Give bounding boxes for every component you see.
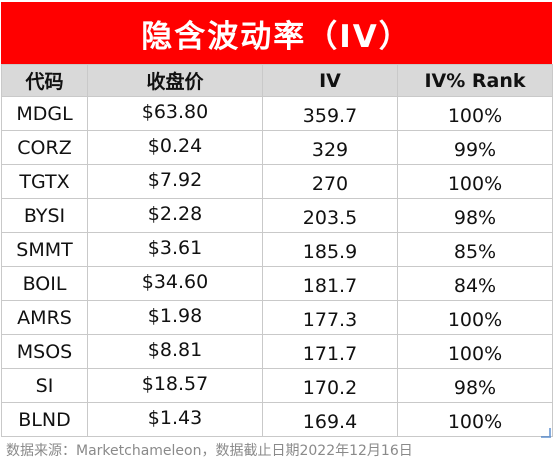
table-row: BOIL $34.60 181.7 84% [1, 266, 553, 301]
cell-iv-rank[interactable]: 85% [397, 232, 553, 267]
cell-close-price[interactable]: $3.61 [87, 232, 263, 267]
cell-iv-rank[interactable]: 100% [397, 164, 553, 199]
table-row: BLND $1.43 169.4 100% [1, 402, 553, 437]
cell-iv[interactable]: 329 [262, 130, 398, 165]
table-row: CORZ $0.24 329 99% [1, 130, 553, 165]
cell-ticker[interactable]: TGTX [1, 164, 88, 199]
cell-ticker[interactable]: BLND [1, 402, 88, 437]
table-row: BYSI $2.28 203.5 98% [1, 198, 553, 233]
cell-iv-rank[interactable]: 98% [397, 368, 553, 403]
cell-iv[interactable]: 185.9 [262, 232, 398, 267]
cell-iv[interactable]: 181.7 [262, 266, 398, 301]
table-row: SI $18.57 170.2 98% [1, 368, 553, 403]
cell-iv[interactable]: 171.7 [262, 334, 398, 369]
header-close-price[interactable]: 收盘价 [87, 64, 263, 97]
cell-close-price[interactable]: $34.60 [87, 266, 263, 301]
header-row: 代码 收盘价 IV IV% Rank [1, 64, 553, 97]
cell-iv[interactable]: 170.2 [262, 368, 398, 403]
cell-close-price[interactable]: $63.80 [87, 96, 263, 131]
cell-close-price[interactable]: $1.98 [87, 300, 263, 335]
header-ticker[interactable]: 代码 [1, 64, 88, 97]
cell-ticker[interactable]: BYSI [1, 198, 88, 233]
table-row: SMMT $3.61 185.9 85% [1, 232, 553, 267]
table-row: TGTX $7.92 270 100% [1, 164, 553, 199]
cell-iv-rank[interactable]: 99% [397, 130, 553, 165]
table-row: MDGL $63.80 359.7 100% [1, 96, 553, 131]
table-title: 隐含波动率（IV） [1, 2, 552, 64]
cell-iv[interactable]: 203.5 [262, 198, 398, 233]
cell-ticker[interactable]: MSOS [1, 334, 88, 369]
cell-iv[interactable]: 169.4 [262, 402, 398, 437]
iv-table: 代码 收盘价 IV IV% Rank MDGL $63.80 359.7 100% CO… [1, 64, 553, 437]
selection-handle-icon[interactable] [541, 428, 551, 438]
cell-close-price[interactable]: $0.24 [87, 130, 263, 165]
cell-iv-rank[interactable]: 100% [397, 402, 553, 437]
cell-close-price[interactable]: $8.81 [87, 334, 263, 369]
cell-ticker[interactable]: AMRS [1, 300, 88, 335]
cell-ticker[interactable]: MDGL [1, 96, 88, 131]
cell-close-price[interactable]: $1.43 [87, 402, 263, 437]
cell-iv-rank[interactable]: 100% [397, 300, 553, 335]
cell-iv-rank[interactable]: 98% [397, 198, 553, 233]
cell-close-price[interactable]: $7.92 [87, 164, 263, 199]
cell-iv-rank[interactable]: 100% [397, 96, 553, 131]
cell-iv-rank[interactable]: 84% [397, 266, 553, 301]
cell-close-price[interactable]: $2.28 [87, 198, 263, 233]
cell-ticker[interactable]: CORZ [1, 130, 88, 165]
cell-iv[interactable]: 270 [262, 164, 398, 199]
cell-ticker[interactable]: SMMT [1, 232, 88, 267]
table-row: MSOS $8.81 171.7 100% [1, 334, 553, 369]
table-body: MDGL $63.80 359.7 100% CORZ $0.24 329 99% TGTX $7… [1, 96, 553, 437]
header-iv[interactable]: IV [262, 64, 398, 97]
header-iv-rank[interactable]: IV% Rank [397, 64, 553, 97]
source-note: 数据来源：Marketchameleon，数据截止日期2022年12月16日 [6, 443, 413, 459]
cell-iv-rank[interactable]: 100% [397, 334, 553, 369]
cell-ticker[interactable]: SI [1, 368, 88, 403]
cell-close-price[interactable]: $18.57 [87, 368, 263, 403]
cell-iv[interactable]: 359.7 [262, 96, 398, 131]
table-row: AMRS $1.98 177.3 100% [1, 300, 553, 335]
cell-ticker[interactable]: BOIL [1, 266, 88, 301]
cell-iv[interactable]: 177.3 [262, 300, 398, 335]
